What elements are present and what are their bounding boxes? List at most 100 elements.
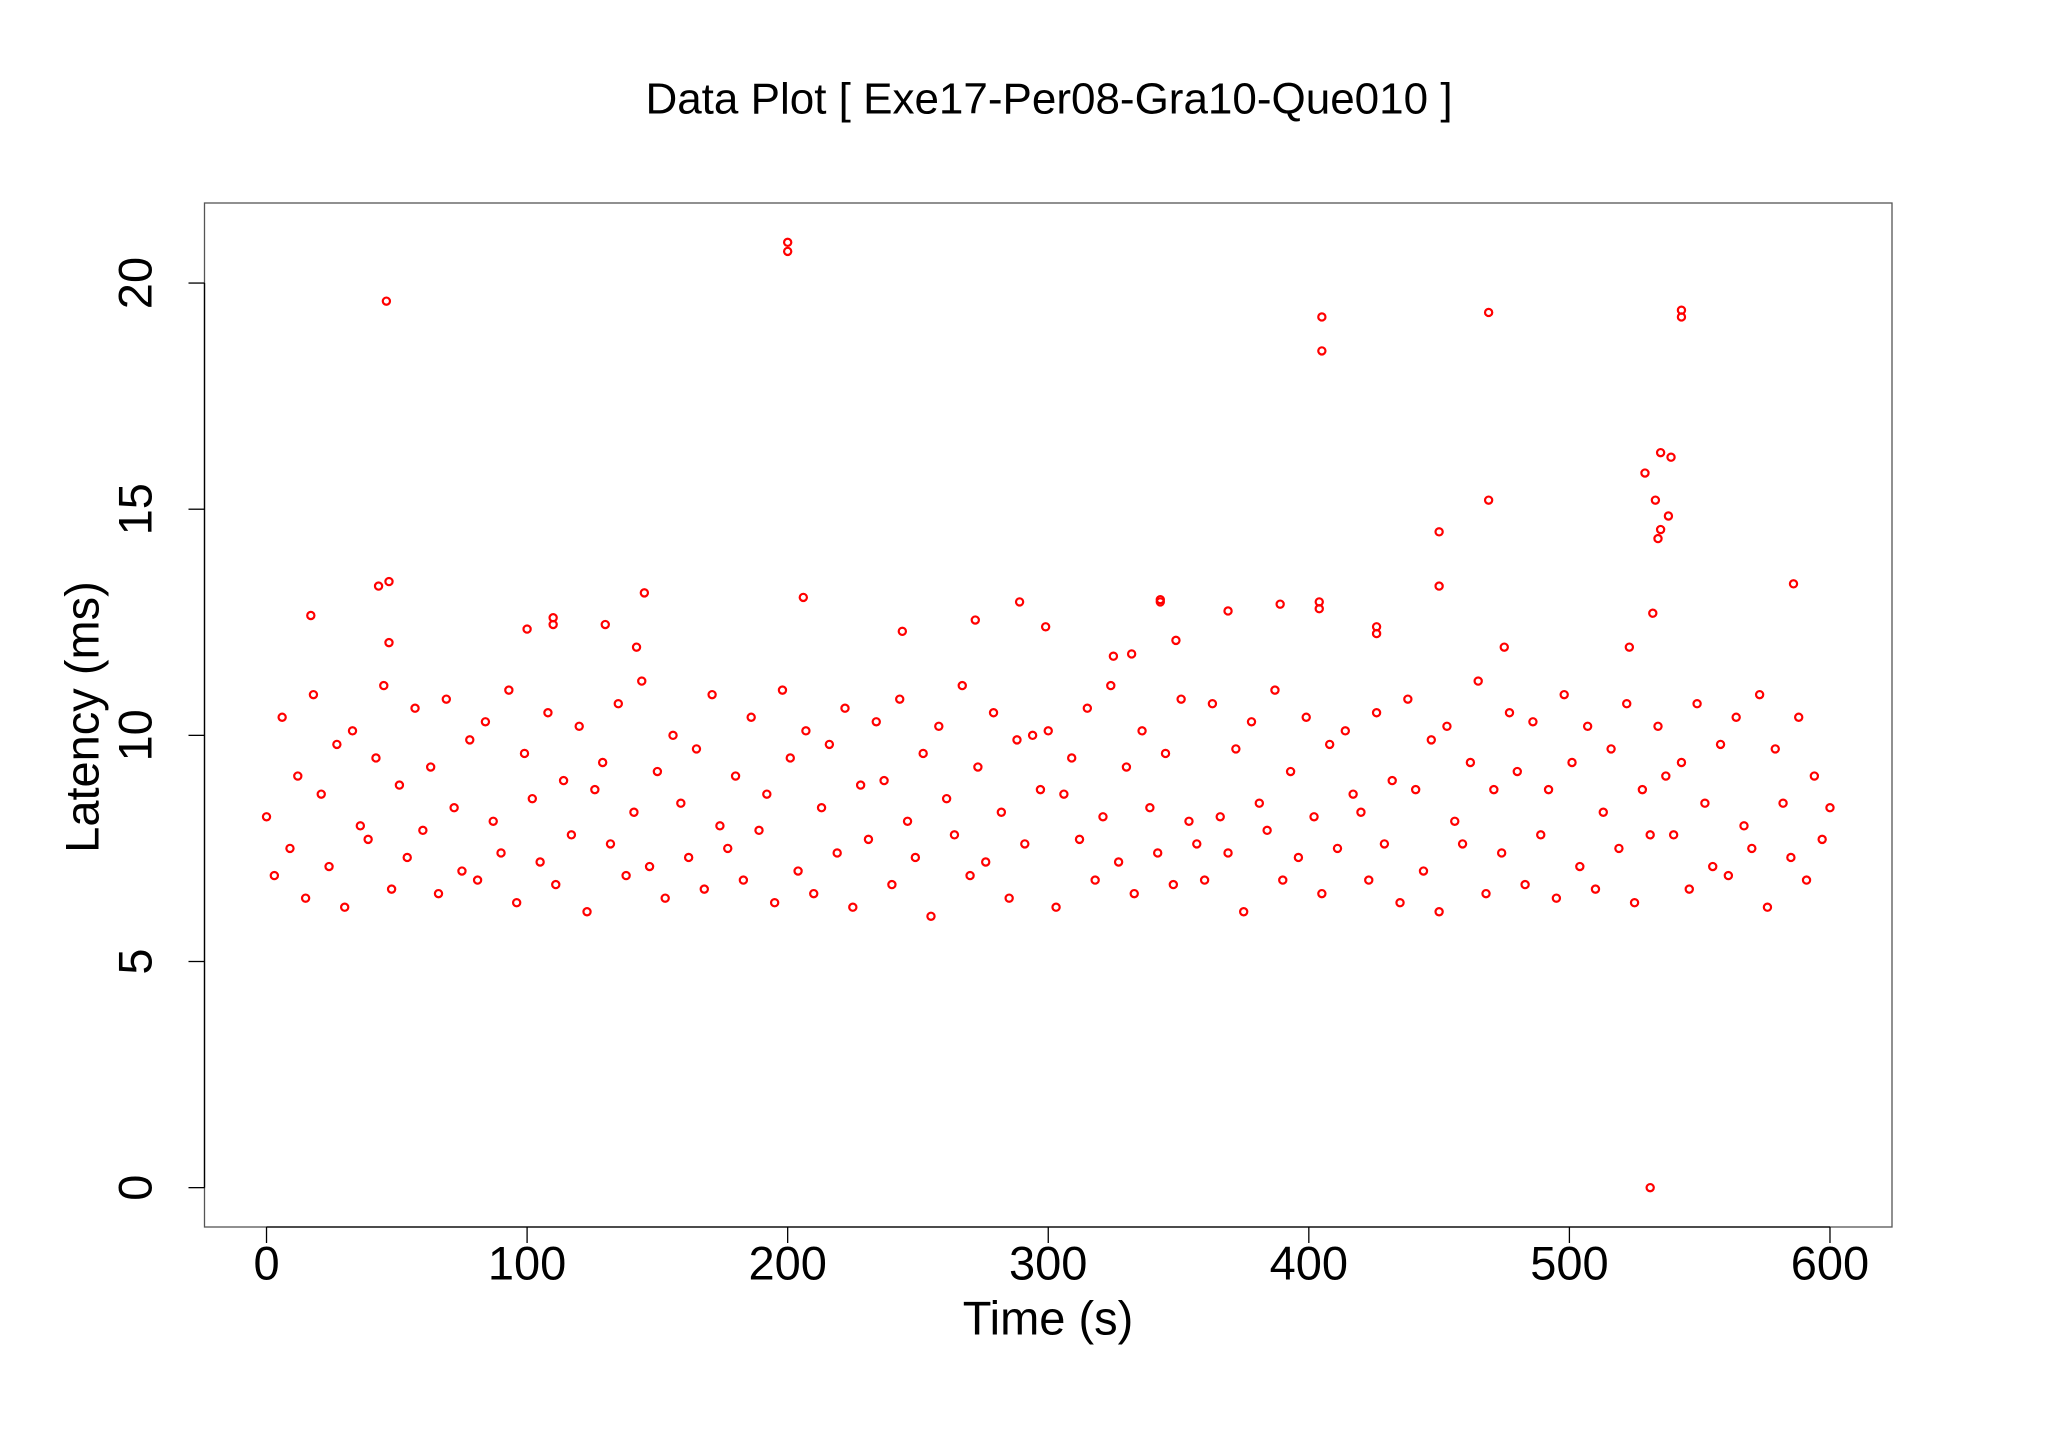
data-point <box>1465 757 1476 768</box>
data-point <box>1655 447 1666 458</box>
data-point <box>1371 708 1382 718</box>
data-point <box>384 637 394 648</box>
data-point <box>637 676 647 686</box>
y-axis-label: Latency (ms) <box>55 581 108 853</box>
data-point <box>1629 898 1640 908</box>
data-point <box>1379 839 1390 849</box>
data-point <box>465 735 475 745</box>
data-point <box>1817 834 1827 845</box>
data-point <box>1786 852 1796 863</box>
data-point <box>373 581 384 591</box>
data-point <box>1184 816 1194 826</box>
data-point <box>840 703 850 713</box>
data-point <box>1661 771 1671 781</box>
data-point <box>1426 735 1436 745</box>
x-tick-label: 300 <box>1009 1236 1087 1289</box>
data-point <box>1582 721 1593 732</box>
data-point <box>1700 798 1710 808</box>
data-point <box>551 879 561 890</box>
data-point <box>887 879 897 890</box>
data-point <box>1640 468 1650 478</box>
data-point <box>441 694 452 704</box>
data-point <box>746 712 756 722</box>
data-point <box>1504 708 1515 718</box>
data-point <box>347 726 358 736</box>
data-point <box>1215 812 1225 822</box>
data-point <box>1481 888 1491 899</box>
data-point <box>293 771 303 781</box>
data-point <box>1223 606 1233 616</box>
data-point <box>715 821 725 831</box>
data-point <box>1809 771 1820 781</box>
data-point <box>660 893 670 903</box>
data-point <box>1614 843 1624 854</box>
data-point <box>1145 803 1155 813</box>
data-point <box>1575 861 1585 872</box>
data-point <box>965 870 975 881</box>
data-point <box>631 642 642 652</box>
data-point <box>511 898 522 908</box>
data-point <box>769 898 780 908</box>
data-point <box>1192 839 1202 849</box>
data-point <box>1747 843 1757 854</box>
data-point <box>895 694 905 704</box>
data-point <box>488 816 498 826</box>
data-point <box>1207 698 1218 709</box>
data-point <box>381 296 392 306</box>
data-point <box>1637 784 1648 795</box>
data-point <box>1483 307 1494 318</box>
data-point <box>809 888 819 899</box>
data-point <box>793 866 803 876</box>
data-point <box>1275 599 1285 609</box>
data-point <box>1457 839 1468 849</box>
data-point <box>801 726 811 736</box>
data-point <box>306 610 316 621</box>
data-point <box>1324 739 1335 750</box>
data-point <box>1317 888 1327 899</box>
data-point <box>1450 816 1460 826</box>
x-tick-label: 400 <box>1270 1236 1348 1289</box>
data-point <box>879 775 889 786</box>
data-point <box>973 762 983 772</box>
data-point <box>285 843 295 854</box>
data-point <box>1520 879 1530 890</box>
data-point <box>308 689 319 700</box>
data-point <box>1332 843 1343 854</box>
data-point <box>996 807 1007 817</box>
data-point <box>1489 784 1499 795</box>
data-point <box>1082 703 1093 713</box>
data-point <box>433 888 444 899</box>
data-point <box>848 902 858 912</box>
data-point <box>1129 888 1139 899</box>
data-point <box>941 793 952 804</box>
data-point <box>269 870 280 881</box>
data-point <box>1176 694 1186 704</box>
data-point <box>988 708 999 718</box>
data-point <box>1040 622 1051 632</box>
data-point <box>1014 597 1025 607</box>
data-point <box>548 619 558 630</box>
data-point <box>1314 604 1324 614</box>
data-point <box>1090 875 1100 885</box>
data-point <box>1012 735 1022 745</box>
data-point <box>316 789 326 799</box>
data-point <box>738 875 749 885</box>
data-point <box>652 766 663 777</box>
data-point <box>782 237 793 248</box>
data-point <box>527 793 538 804</box>
data-point <box>613 698 623 709</box>
data-point <box>605 839 616 849</box>
data-point <box>1528 717 1538 727</box>
data-point <box>566 830 577 840</box>
data-point <box>371 753 381 763</box>
data-point <box>639 588 650 598</box>
data-point <box>816 803 827 813</box>
data-point <box>1567 757 1577 768</box>
data-point <box>1171 635 1181 646</box>
data-point <box>1442 721 1452 732</box>
data-point <box>1301 712 1311 722</box>
data-point <box>782 246 793 257</box>
data-point <box>384 576 394 587</box>
